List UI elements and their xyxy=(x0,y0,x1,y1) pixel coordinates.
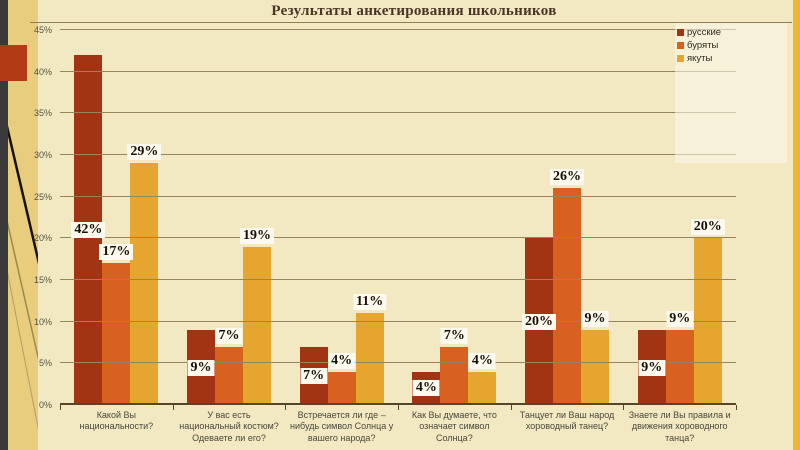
bar-value-label: 7% xyxy=(215,327,243,344)
x-axis-tick xyxy=(285,405,287,410)
bar-value-label: 29% xyxy=(127,144,162,161)
y-tick-label: 20% xyxy=(33,233,52,244)
bar-якуты-4: 4% xyxy=(468,352,497,405)
y-tick-label: 25% xyxy=(33,191,52,202)
x-axis-tick xyxy=(60,405,61,410)
gridline xyxy=(60,29,736,30)
x-axis-tick xyxy=(736,405,737,410)
bar-value-label: 9% xyxy=(581,311,609,327)
legend-item-русские: русские xyxy=(677,27,721,38)
x-axis-tick xyxy=(172,405,174,410)
bar-value-label: 42% xyxy=(71,222,106,238)
left-dark-strip xyxy=(0,0,8,450)
x-category-label-3: Встречается ли где – нибудь символ Солнц… xyxy=(290,410,394,443)
bar-group-6: 9% 9% 20% xyxy=(623,30,736,405)
bar-якуты-5: 9% xyxy=(581,311,610,405)
title-divider xyxy=(30,22,792,23)
bar-value-label: 9% xyxy=(187,359,215,376)
bar-value-label: 26% xyxy=(550,169,585,186)
gridline xyxy=(60,320,736,322)
bar-буряты-1: 17% xyxy=(99,244,134,405)
bar-якуты-1: 29% xyxy=(127,144,162,405)
diagonal-lines-decoration xyxy=(2,117,43,433)
bar-group-1: 42% 17% 29% xyxy=(60,30,173,405)
bar-якуты-2: 19% xyxy=(240,227,274,405)
bar-русские-6: 9% xyxy=(637,330,666,405)
bar-value-label: 17% xyxy=(99,244,134,261)
red-accent-rectangle xyxy=(0,45,27,81)
highlight-overlay-panel xyxy=(675,23,787,163)
bar-буряты-5: 26% xyxy=(550,169,585,405)
y-tick-label: 35% xyxy=(33,108,52,119)
bar-group-4: 4% 7% 4% xyxy=(398,30,511,405)
bar-русские-5: 20% xyxy=(522,238,557,405)
right-gold-strip xyxy=(793,0,800,450)
bar-value-label: 20% xyxy=(690,219,725,236)
bar-якуты-3: 11% xyxy=(353,294,387,405)
y-tick-label: 0% xyxy=(38,400,52,410)
legend-label: якуты xyxy=(687,53,713,64)
bar-value-label: 9% xyxy=(638,359,666,376)
legend-item-буряты: буряты xyxy=(677,40,721,51)
bar-value-label: 7% xyxy=(440,327,468,344)
y-tick-label: 15% xyxy=(33,275,52,285)
bar-groups: 42% 17% 29% 9% 7% 19% 7% 4% 11% 4% 7% 4% 20% 26% 9% 9% 9… xyxy=(60,30,736,405)
bar-буряты-4: 7% xyxy=(440,327,469,405)
x-category-label-6: Знаете ли Вы правила и движения хороводн… xyxy=(628,410,731,443)
gridline xyxy=(60,112,736,114)
gridline xyxy=(60,154,736,155)
bar-русские-3: 7% xyxy=(299,346,328,405)
bar-русские-1: 42% xyxy=(71,55,106,405)
chart-title: Результаты анкетирования школьников xyxy=(271,3,557,19)
bar-group-3: 7% 4% 11% xyxy=(285,30,398,405)
bar-буряты-6: 9% xyxy=(665,311,694,405)
bar-якуты-6: 20% xyxy=(690,219,725,405)
bar-буряты-3: 4% xyxy=(327,352,356,405)
legend-swatch-icon xyxy=(677,55,684,62)
legend: русские буряты якуты xyxy=(677,27,721,66)
bar-value-label: 4% xyxy=(468,352,496,369)
legend-swatch-icon xyxy=(677,29,684,36)
legend-swatch-icon xyxy=(677,42,684,49)
x-axis-labels: Какой Вы национальности? У вас есть нацио… xyxy=(60,410,736,444)
x-category-label-1: Какой Вы национальности? xyxy=(79,410,154,432)
gridline xyxy=(60,195,736,197)
y-tick-label: 45% xyxy=(33,25,52,35)
gridline xyxy=(60,237,736,239)
x-axis-tick xyxy=(398,405,399,410)
x-axis-tick xyxy=(623,405,625,410)
bar-русские-2: 9% xyxy=(187,330,215,405)
bar-value-label: 7% xyxy=(300,367,328,384)
bar-value-label: 11% xyxy=(353,294,387,311)
bar-value-label: 9% xyxy=(666,311,694,327)
legend-item-якуты: якуты xyxy=(677,53,721,64)
x-axis-line xyxy=(60,403,736,405)
bar-group-2: 9% 7% 19% xyxy=(173,30,286,405)
legend-label: русские xyxy=(687,27,722,38)
gridline xyxy=(60,70,736,72)
y-tick-label: 40% xyxy=(33,66,52,77)
bar-group-5: 20% 26% 9% xyxy=(511,30,624,405)
bar-value-label: 19% xyxy=(240,227,274,244)
x-axis-tick xyxy=(510,405,512,410)
bar-буряты-2: 7% xyxy=(215,327,243,405)
bar-value-label: 4% xyxy=(328,352,356,369)
bar-value-label: 4% xyxy=(412,380,440,397)
legend-label: буряты xyxy=(687,40,719,51)
bar-русские-4: 4% xyxy=(412,371,441,405)
plot-area: 42% 17% 29% 9% 7% 19% 7% 4% 11% 4% 7% 4% 20% 26% 9% 9% 9… xyxy=(60,29,736,405)
y-tick-label: 10% xyxy=(33,316,52,327)
gridline xyxy=(60,362,736,364)
x-category-label-2: У вас есть национальный костюм? Одеваете… xyxy=(179,410,279,443)
y-tick-label: 5% xyxy=(38,358,52,369)
x-category-label-4: Как Вы думаете, что означает символ Солн… xyxy=(411,410,497,443)
y-tick-label: 30% xyxy=(33,150,52,160)
y-axis: 0% 5% 10% 15% 20% 25% 30% 35% 40% 45% xyxy=(0,25,56,410)
bar-value-label: 20% xyxy=(522,313,557,330)
gridline xyxy=(60,279,736,280)
x-category-label-5: Танцует ли Ваш народ хороводный танец? xyxy=(519,410,615,432)
